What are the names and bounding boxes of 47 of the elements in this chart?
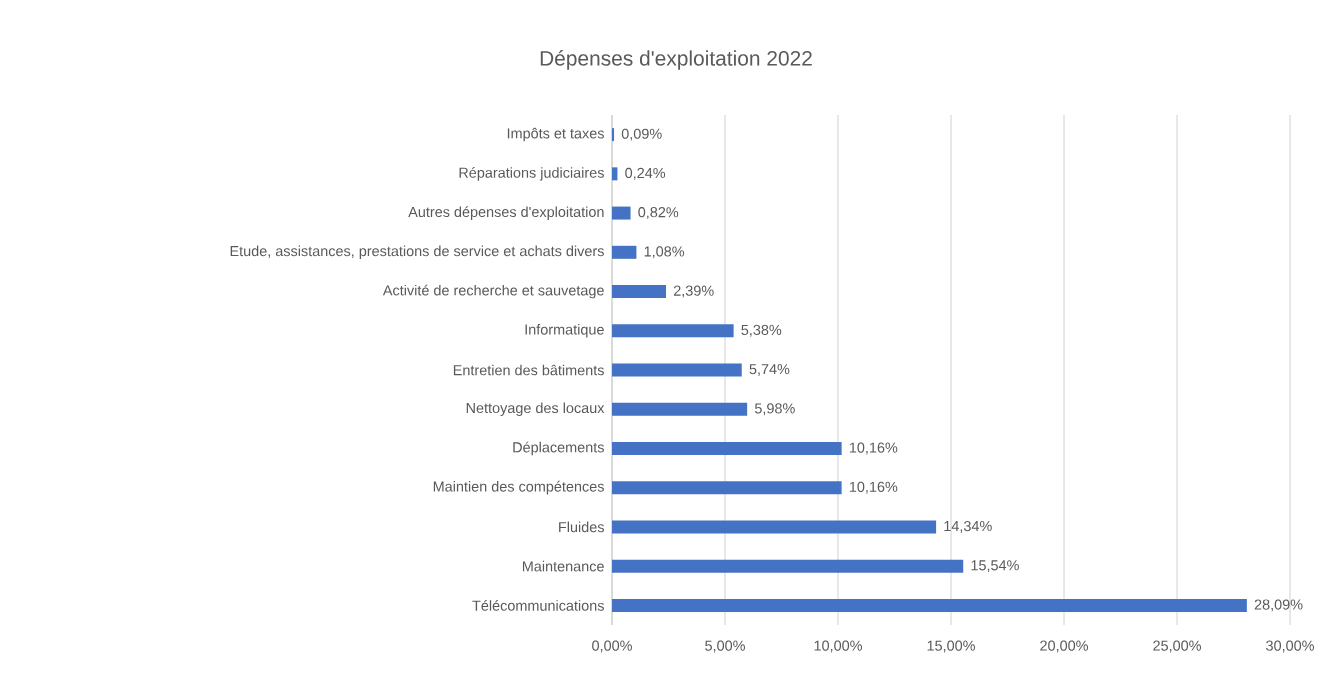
y-tick-label: Informatique bbox=[525, 324, 604, 338]
chart-title: Dépenses d'exploitation 2022 bbox=[540, 50, 812, 70]
x-tick-label: 10,00% bbox=[814, 640, 863, 653]
data-label: 15,54% bbox=[971, 560, 1019, 573]
y-tick-label: Nettoyage des locaux bbox=[466, 402, 605, 416]
bar bbox=[612, 167, 618, 181]
y-tick-label: Impôts et taxes bbox=[507, 127, 604, 142]
bar bbox=[612, 559, 964, 573]
data-label: 0,24% bbox=[625, 167, 666, 180]
data-label: 14,34% bbox=[944, 520, 992, 533]
bar bbox=[612, 285, 667, 299]
bar bbox=[612, 324, 734, 338]
data-label: 0,82% bbox=[638, 207, 679, 220]
bar bbox=[612, 481, 842, 495]
x-tick-label: 25,00% bbox=[1153, 640, 1202, 653]
x-tick-label: 30,00% bbox=[1266, 640, 1315, 653]
data-label: 0,09% bbox=[621, 128, 662, 141]
y-tick-label: Entretien des bâtiments bbox=[453, 364, 604, 376]
y-tick-label: Télécommunications bbox=[472, 600, 604, 611]
bar bbox=[612, 245, 637, 259]
y-tick-label: Déplacements bbox=[513, 441, 604, 456]
bar bbox=[612, 363, 742, 377]
x-tick-label: 20,00% bbox=[1040, 640, 1089, 653]
y-tick-label: Autres dépenses d'exploitation bbox=[408, 206, 604, 220]
data-label: 5,38% bbox=[741, 324, 782, 337]
x-tick-label: 0,00% bbox=[592, 640, 632, 653]
bar bbox=[612, 520, 937, 534]
data-label: 2,39% bbox=[673, 285, 714, 298]
data-label: 10,16% bbox=[849, 481, 898, 494]
bar bbox=[612, 128, 615, 142]
data-label: 10,16% bbox=[849, 442, 898, 455]
y-tick-label: Réparations judiciaires bbox=[459, 167, 604, 181]
bar bbox=[612, 402, 748, 416]
x-tick-label: 5,00% bbox=[705, 640, 745, 653]
bar bbox=[612, 598, 1247, 612]
bar bbox=[612, 441, 842, 455]
y-tick-label: Etude, assistances, prestations de service et achats divers bbox=[230, 245, 604, 260]
data-label: 28,09% bbox=[1254, 599, 1303, 612]
y-tick-label: Maintenance bbox=[522, 560, 604, 572]
data-label: 1,08% bbox=[644, 246, 685, 259]
data-label: 5,74% bbox=[749, 364, 790, 376]
y-tick-label: Activité de recherche et sauvetage bbox=[382, 284, 604, 299]
bar bbox=[612, 206, 631, 220]
y-tick-label: Fluides bbox=[559, 521, 604, 533]
x-tick-label: 15,00% bbox=[927, 640, 976, 653]
y-tick-label: Maintien des compétences bbox=[433, 480, 604, 495]
data-label: 5,98% bbox=[754, 403, 795, 416]
